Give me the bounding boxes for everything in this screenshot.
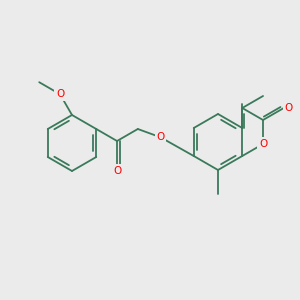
Text: O: O [156,132,164,142]
Text: O: O [285,103,293,113]
Text: O: O [56,89,64,99]
Text: O: O [113,166,121,176]
Text: O: O [259,139,267,149]
